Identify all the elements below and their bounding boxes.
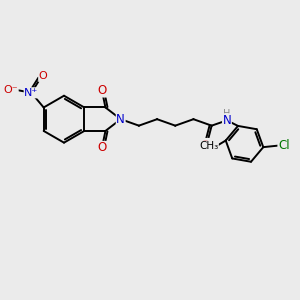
Text: H: H — [223, 109, 231, 119]
Text: Cl: Cl — [278, 139, 290, 152]
Text: CH₃: CH₃ — [199, 141, 218, 151]
Text: O: O — [200, 139, 209, 152]
Text: N: N — [116, 113, 125, 126]
Text: O: O — [97, 84, 106, 97]
Text: N⁺: N⁺ — [24, 88, 38, 98]
Text: O: O — [39, 71, 47, 81]
Text: O⁻: O⁻ — [4, 85, 18, 95]
Text: N: N — [223, 114, 231, 127]
Text: O: O — [97, 141, 106, 154]
